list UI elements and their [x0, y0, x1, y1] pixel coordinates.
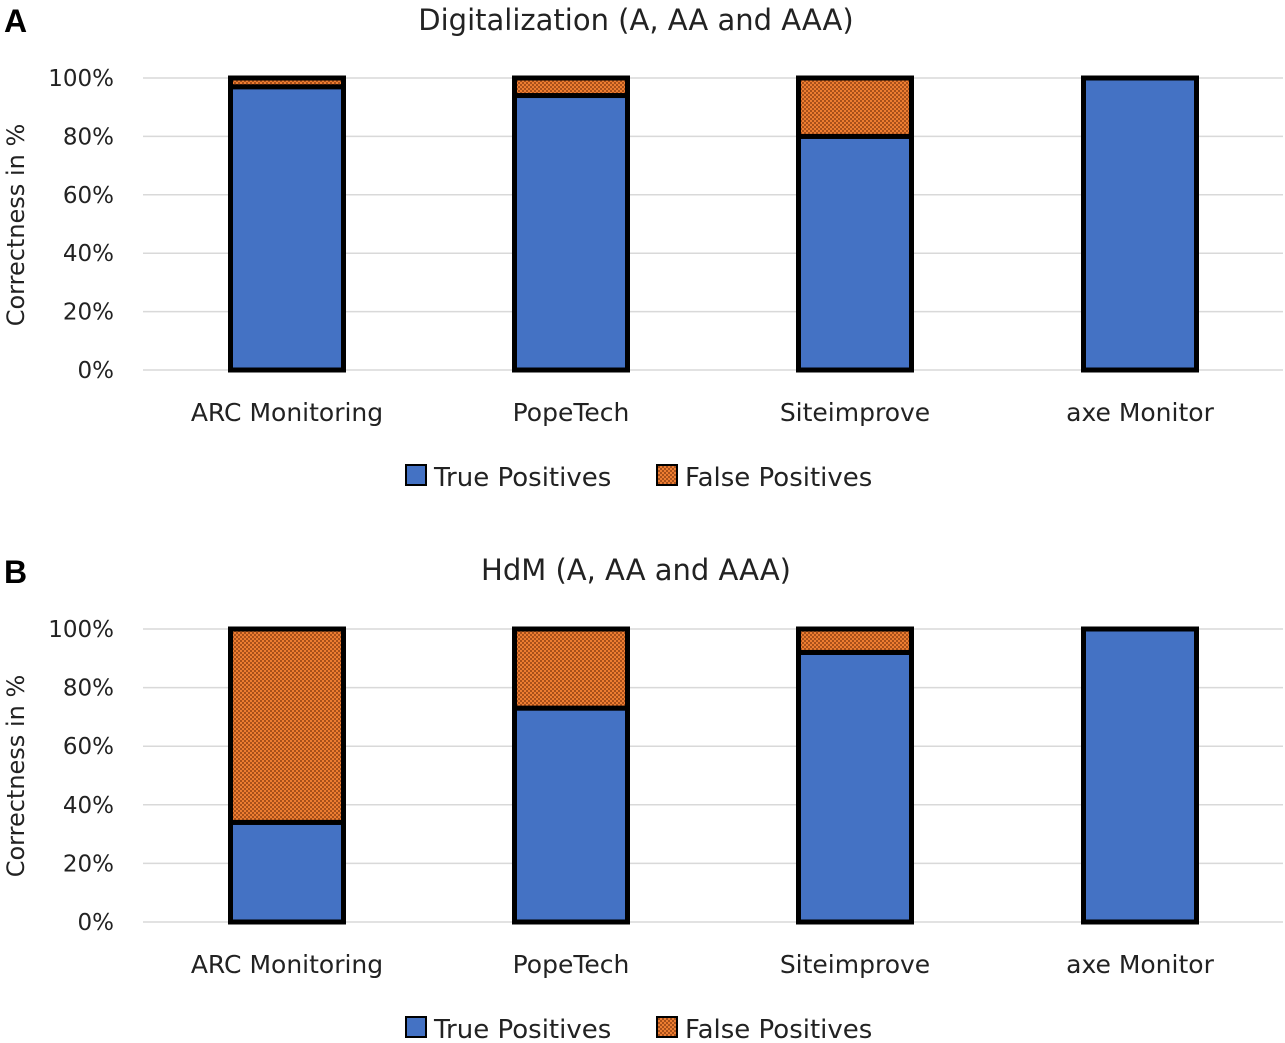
legend-swatch-true-positives	[405, 464, 427, 486]
bar-false-positives-popetech	[512, 626, 630, 711]
bars-b	[228, 626, 1199, 925]
bar-true-positives-popetech	[512, 93, 630, 373]
bar-true-positives-siteimprove	[796, 649, 914, 925]
y-tick-label-a: 60%	[63, 183, 114, 209]
x-category-label: PopeTech	[513, 950, 630, 979]
y-tick-label-a: 20%	[63, 300, 114, 326]
chart-panel-b: B HdM (A, AA and AAA) Correctness in % 0…	[2, 553, 1283, 1043]
bar-false-positives-arc-monitoring	[228, 626, 346, 825]
bar-true-positives-axe-monitor	[1081, 75, 1199, 373]
x-category-label: Siteimprove	[780, 398, 930, 427]
x-category-label: axe Monitor	[1066, 398, 1214, 427]
chart-panel-a: A Digitalization (A, AA and AAA) Correct…	[2, 3, 1283, 493]
bar-true-positives-arc-monitoring	[228, 819, 346, 925]
bar-true-positives-siteimprove	[796, 133, 914, 373]
legend-swatch-false-positives	[656, 1016, 678, 1038]
x-categories-b: ARC Monitoring PopeTech Siteimprove axe Mon…	[191, 950, 1215, 979]
bar-true-positives-arc-monitoring	[228, 84, 346, 373]
y-ticks-a: 0% 20% 40% 60% 80% 100%	[48, 66, 114, 384]
legend-label-true-positives: True Positives	[433, 463, 611, 493]
y-tick-label-b: 20%	[63, 851, 114, 877]
y-tick-label-b: 0%	[78, 910, 115, 936]
x-category-label: ARC Monitoring	[191, 398, 383, 427]
y-axis-title-a: Correctness in %	[2, 124, 30, 327]
legend-swatch-false-positives	[656, 464, 678, 486]
bar-false-positives-popetech	[512, 75, 630, 99]
legend-label-false-positives: False Positives	[685, 1015, 872, 1043]
legend-b: True Positives False Positives	[405, 1015, 872, 1043]
y-tick-label-b: 40%	[63, 793, 114, 819]
chart-title-b: HdM (A, AA and AAA)	[481, 553, 791, 587]
legend-label-true-positives: True Positives	[433, 1015, 611, 1043]
bar-true-positives-axe-monitor	[1081, 626, 1199, 925]
x-category-label: axe Monitor	[1066, 950, 1214, 979]
y-tick-label-a: 100%	[48, 66, 114, 92]
y-tick-label-b: 60%	[63, 734, 114, 760]
x-categories-a: ARC Monitoring PopeTech Siteimprove axe Mon…	[191, 398, 1215, 427]
chart-title-a: Digitalization (A, AA and AAA)	[418, 3, 853, 37]
y-tick-label-a: 80%	[63, 124, 114, 150]
panel-label-b: B	[4, 554, 27, 590]
x-category-label: PopeTech	[513, 398, 630, 427]
y-axis-title-b: Correctness in %	[2, 675, 30, 878]
bars-a	[228, 75, 1199, 373]
legend-label-false-positives: False Positives	[685, 463, 872, 493]
x-category-label: Siteimprove	[780, 950, 930, 979]
bar-false-positives-arc-monitoring	[228, 75, 346, 90]
legend-swatch-true-positives	[405, 1016, 427, 1038]
bar-false-positives-siteimprove	[796, 626, 914, 655]
x-category-label: ARC Monitoring	[191, 950, 383, 979]
y-tick-label-a: 0%	[78, 358, 115, 384]
y-tick-label-b: 80%	[63, 676, 114, 702]
bar-false-positives-siteimprove	[796, 75, 914, 139]
legend-a: True Positives False Positives	[405, 463, 872, 493]
y-tick-label-b: 100%	[48, 617, 114, 643]
bar-true-positives-popetech	[512, 705, 630, 925]
panel-label-a: A	[4, 3, 27, 39]
y-tick-label-a: 40%	[63, 241, 114, 267]
y-ticks-b: 0% 20% 40% 60% 80% 100%	[48, 617, 114, 936]
